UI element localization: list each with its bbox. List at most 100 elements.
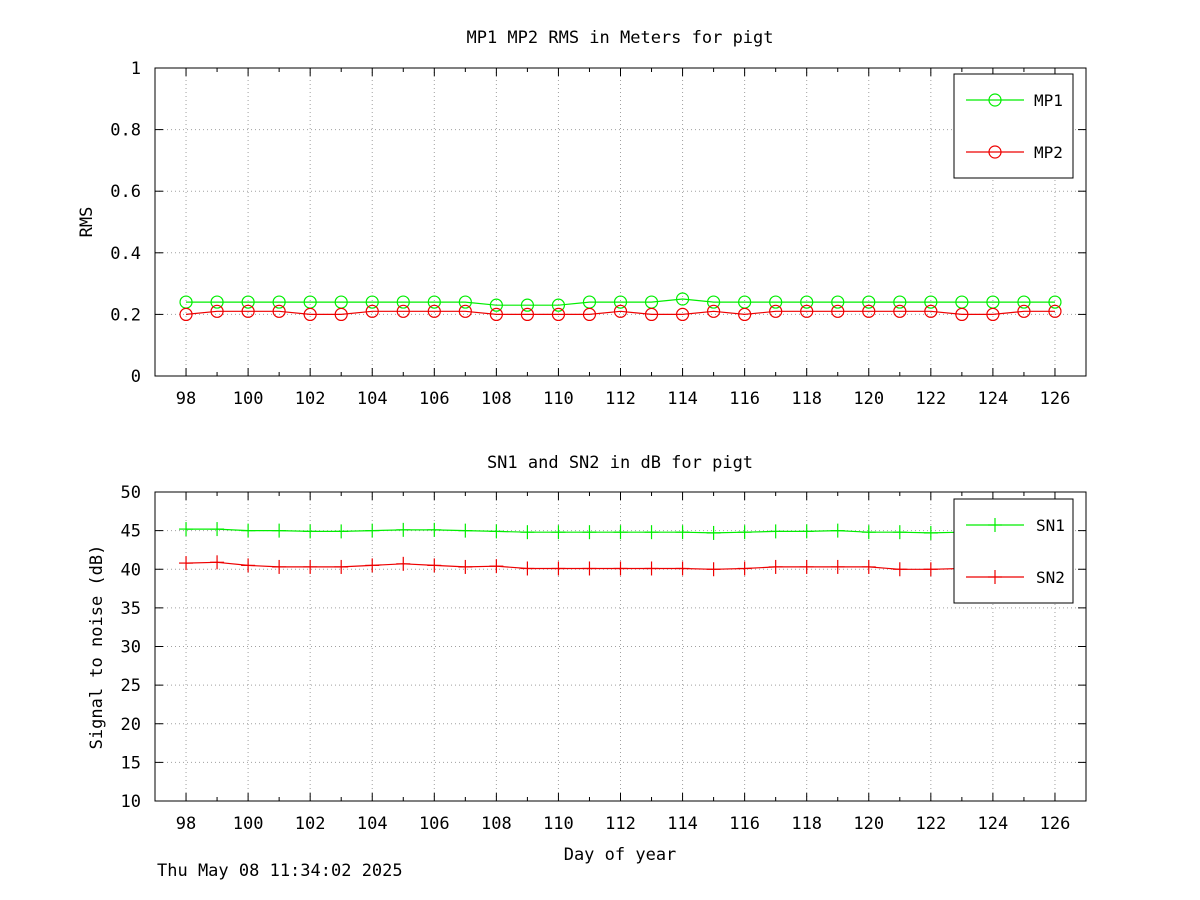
- data-point-mp2: [520, 307, 535, 321]
- data-point-sn2: [458, 559, 473, 574]
- data-point-sn1: [241, 523, 256, 538]
- x-tick-label: 116: [729, 814, 760, 834]
- data-point-mp2: [738, 307, 752, 321]
- y-tick-label: 1: [131, 59, 141, 79]
- data-point-sn2: [861, 559, 876, 574]
- rms-series: [179, 292, 1062, 321]
- data-point-mp2: [831, 304, 845, 318]
- x-tick-label: 120: [853, 814, 884, 834]
- legend-marker-sn1: [988, 518, 1002, 532]
- x-tick-label: 106: [419, 389, 450, 409]
- data-point-sn2: [675, 561, 690, 576]
- data-point-mp2: [706, 304, 721, 318]
- y-tick-label: 0.4: [110, 244, 141, 264]
- timestamp: Thu May 08 11:34:02 2025: [157, 861, 403, 881]
- data-point-sn2: [365, 558, 380, 573]
- data-point-sn2: [799, 559, 814, 574]
- data-point-sn1: [489, 524, 504, 539]
- data-point-sn1: [458, 523, 473, 538]
- y-tick-label: 15: [121, 753, 141, 773]
- data-point-mp2: [210, 304, 224, 318]
- x-tick-label: 98: [176, 814, 196, 834]
- data-point-sn1: [272, 523, 287, 538]
- data-point-sn2: [272, 559, 287, 574]
- data-point-mp2: [365, 304, 379, 318]
- data-point-mp1: [800, 295, 814, 309]
- y-tick-label: 0.6: [110, 182, 141, 202]
- data-point-mp1: [706, 295, 721, 309]
- x-tick-label: 112: [605, 389, 636, 409]
- x-tick-label: 122: [915, 814, 946, 834]
- rms-plot-frame: [154, 67, 1087, 377]
- data-point-mp2: [303, 307, 317, 321]
- data-point-sn1: [520, 525, 535, 540]
- data-point-sn1: [613, 525, 628, 540]
- data-point-sn1: [768, 524, 783, 539]
- y-tick-label: 0: [131, 367, 141, 387]
- data-point-mp2: [1017, 304, 1031, 318]
- legend-marker-mp1: [988, 93, 1002, 107]
- snr-chart: SN1 and SN2 in dB for pigt Signal to noi…: [87, 453, 1087, 865]
- x-tick-label: 110: [543, 814, 574, 834]
- y-tick-label: 35: [121, 599, 141, 619]
- data-point-sn2: [520, 561, 535, 576]
- data-point-mp2: [800, 304, 814, 318]
- y-tick-label: 30: [121, 638, 141, 658]
- y-tick-label: 0.2: [110, 305, 141, 325]
- x-tick-label: 124: [978, 389, 1009, 409]
- x-tick-label: 122: [915, 389, 946, 409]
- legend-entry-sn2: SN2: [966, 568, 1065, 587]
- data-point-sn1: [892, 525, 907, 540]
- data-point-mp1: [396, 295, 410, 309]
- data-point-sn2: [644, 561, 659, 576]
- snr-legend: SN1 SN2: [953, 498, 1074, 604]
- y-tick-label: 20: [121, 715, 141, 735]
- data-point-mp2: [582, 307, 597, 321]
- data-point-sn1: [861, 525, 876, 540]
- y-tick-label: 40: [121, 560, 141, 580]
- x-tick-label: 126: [1040, 814, 1071, 834]
- legend-label-mp1: MP1: [1034, 91, 1063, 110]
- x-tick-label: 106: [419, 814, 450, 834]
- x-tick-label: 98: [176, 389, 196, 409]
- data-point-mp1: [365, 295, 379, 309]
- data-point-mp1: [924, 295, 938, 309]
- data-point-sn1: [737, 525, 752, 540]
- snr-plot-frame: [154, 491, 1087, 802]
- data-point-sn1: [799, 524, 814, 539]
- data-point-mp1: [613, 295, 628, 309]
- data-point-mp2: [862, 304, 876, 318]
- snr-legend-box: [953, 498, 1074, 604]
- data-point-mp2: [272, 304, 286, 318]
- x-tick-label: 108: [481, 389, 512, 409]
- x-tick-label: 114: [667, 814, 698, 834]
- data-point-sn2: [768, 559, 783, 574]
- y-tick-label: 10: [121, 792, 141, 812]
- data-point-mp1: [862, 295, 876, 309]
- data-point-sn1: [551, 525, 566, 540]
- x-tick-label: 104: [357, 814, 388, 834]
- data-point-mp2: [334, 307, 348, 321]
- data-point-mp2: [489, 307, 503, 321]
- data-point-mp2: [769, 304, 783, 318]
- data-point-sn1: [644, 525, 659, 540]
- data-point-mp2: [644, 307, 659, 321]
- data-point-sn2: [179, 556, 194, 571]
- data-point-sn2: [892, 562, 907, 577]
- data-point-sn2: [489, 559, 504, 574]
- data-point-mp1: [520, 298, 535, 312]
- data-point-sn1: [427, 522, 442, 537]
- data-point-sn1: [210, 522, 225, 537]
- series-mp1: [179, 292, 1062, 312]
- y-tick-label: 25: [121, 676, 141, 696]
- data-point-mp1: [893, 295, 907, 309]
- data-point-mp2: [613, 304, 628, 318]
- snr-chart-title: SN1 and SN2 in dB for pigt: [487, 453, 753, 473]
- series-mp2: [179, 304, 1062, 321]
- data-point-sn2: [241, 558, 256, 573]
- series-sn2: [179, 555, 1062, 577]
- x-tick-label: 118: [791, 389, 822, 409]
- rms-y-axis-label: RMS: [77, 207, 97, 238]
- data-point-sn2: [613, 561, 628, 576]
